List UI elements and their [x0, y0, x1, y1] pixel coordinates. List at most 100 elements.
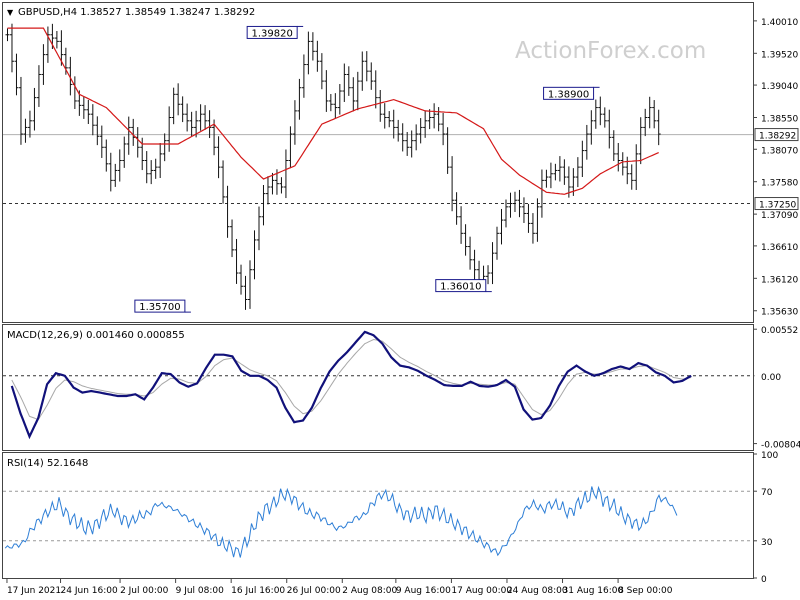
ohlc-bar [265, 176, 270, 205]
ohlc-bar [450, 156, 455, 212]
ohlc-bar [185, 103, 190, 132]
ohlc-bar [526, 203, 531, 233]
x-tick-label: 24 Jun 16:00 [61, 586, 118, 596]
ohlc-bar [575, 157, 580, 188]
ohlc-bar [355, 71, 360, 111]
ohlc-bar [490, 242, 495, 285]
rsi-tick-label: 30 [761, 538, 773, 548]
ohlc-bar [598, 96, 603, 126]
ohlc-bar [351, 77, 356, 112]
ohlc-bar [239, 264, 244, 295]
ohlc-bar [180, 96, 185, 123]
ohlc-bar [548, 162, 553, 189]
moving-average-line [7, 27, 659, 195]
ohlc-bar [495, 226, 500, 260]
ohlc-bar [508, 192, 513, 218]
ohlc-bar [243, 275, 248, 310]
ohlc-bar [346, 66, 351, 96]
close-value: 1.38292 [214, 7, 255, 18]
symbol-timeframe: GBPUSD,H4 [18, 7, 77, 18]
ohlc-bar [454, 192, 459, 225]
ohlc-bar [153, 158, 158, 179]
ohlc-bar [59, 30, 64, 66]
ohlc-bar [225, 185, 230, 238]
ohlc-bar [9, 23, 14, 73]
ohlc-bar [230, 219, 235, 258]
x-tick-label: 17 Jun 2021 [7, 586, 61, 596]
ohlc-bar [256, 206, 261, 251]
ohlc-bar [90, 104, 95, 136]
x-tick-label: 8 Sep 00:00 [618, 586, 673, 596]
ohlc-bar [593, 99, 598, 129]
x-tick-label: 31 Aug 16:00 [563, 586, 624, 596]
price-tick-label: 1.37580 [761, 179, 798, 189]
price-tick-label: 1.38070 [761, 146, 798, 156]
price-tick-label: 1.36610 [761, 243, 798, 253]
symbol-dropdown-arrow-icon[interactable]: ▼ [7, 8, 14, 17]
ohlc-bar [310, 32, 315, 61]
price-tick-label: 1.39520 [761, 50, 798, 60]
ohlc-bar [252, 230, 257, 280]
ohlc-bar [288, 126, 293, 169]
ohlc-bar [45, 26, 50, 63]
rsi-series: 100 70 30 0 [3, 451, 778, 585]
ohlc-bar [517, 189, 522, 218]
x-tick-label: 9 Jul 08:00 [176, 586, 225, 596]
ohlc-bar [27, 110, 32, 138]
ohlc-bar [126, 116, 131, 155]
ohlc-bar [391, 109, 396, 139]
ohlc-bar [638, 117, 643, 165]
ohlc-bar [36, 65, 41, 107]
ohlc-bar [378, 90, 383, 122]
ohlc-bar [212, 119, 217, 156]
ohlc-bar [360, 51, 365, 91]
ohlc-bar [535, 198, 540, 242]
price-panel [2, 2, 754, 323]
ohlc-bar [486, 265, 491, 285]
ohlc-bar [364, 51, 369, 82]
ohlc-bar [602, 107, 607, 128]
ohlc-bar [32, 87, 37, 131]
ohlc-bar [620, 152, 625, 176]
macd-line [10, 330, 692, 440]
rsi-tick-label: 100 [761, 451, 778, 461]
x-tick-label: 16 Jul 16:00 [231, 586, 285, 596]
swing-label-text: 1.36010 [440, 282, 481, 293]
ohlc-bar [122, 136, 127, 168]
price-tick-label: 1.36120 [761, 275, 798, 285]
x-tick-label: 24 Aug 08:00 [507, 586, 568, 596]
ohlc-bar [652, 100, 657, 129]
ohlc-bar [324, 70, 329, 112]
price-tick-label: 1.38550 [761, 114, 798, 124]
ohlc-bar [306, 31, 311, 75]
x-tick-label: 17 Aug 00:00 [451, 586, 512, 596]
ohlc-bar [459, 206, 464, 244]
ohlc-bar [194, 110, 199, 138]
price-tick-label: 1.37090 [761, 211, 798, 221]
ohlc-bar [81, 96, 86, 119]
ohlc-bar [405, 132, 410, 156]
macd-panel [2, 324, 754, 451]
macd-value-badge-text: 0.00 [761, 373, 781, 383]
x-tick-label: 26 Jul 00:00 [287, 586, 341, 596]
open-value: 1.38527 [80, 7, 121, 18]
ohlc-bar [18, 76, 23, 145]
price-tick-label: 1.35630 [761, 308, 798, 318]
ohlc-bar [643, 108, 648, 137]
ohlc-bar [342, 63, 347, 102]
ohlc-bar [328, 94, 333, 112]
x-tick-label: 2 Jul 00:00 [120, 586, 169, 596]
rsi-line [4, 485, 678, 558]
price-tick-label: 1.40010 [761, 18, 798, 28]
ohlc-bar [337, 84, 342, 115]
swing-label-text: 1.39820 [251, 28, 292, 39]
ohlc-bar [158, 143, 163, 179]
ohlc-bar [41, 44, 46, 85]
ohlc-bar [279, 177, 284, 194]
ohlc-bar [539, 169, 544, 218]
ohlc-bar [472, 249, 477, 280]
ohlc-bar [68, 56, 73, 96]
price-header: GBPUSD,H4 1.38527 1.38549 1.38247 1.3829… [18, 7, 255, 18]
